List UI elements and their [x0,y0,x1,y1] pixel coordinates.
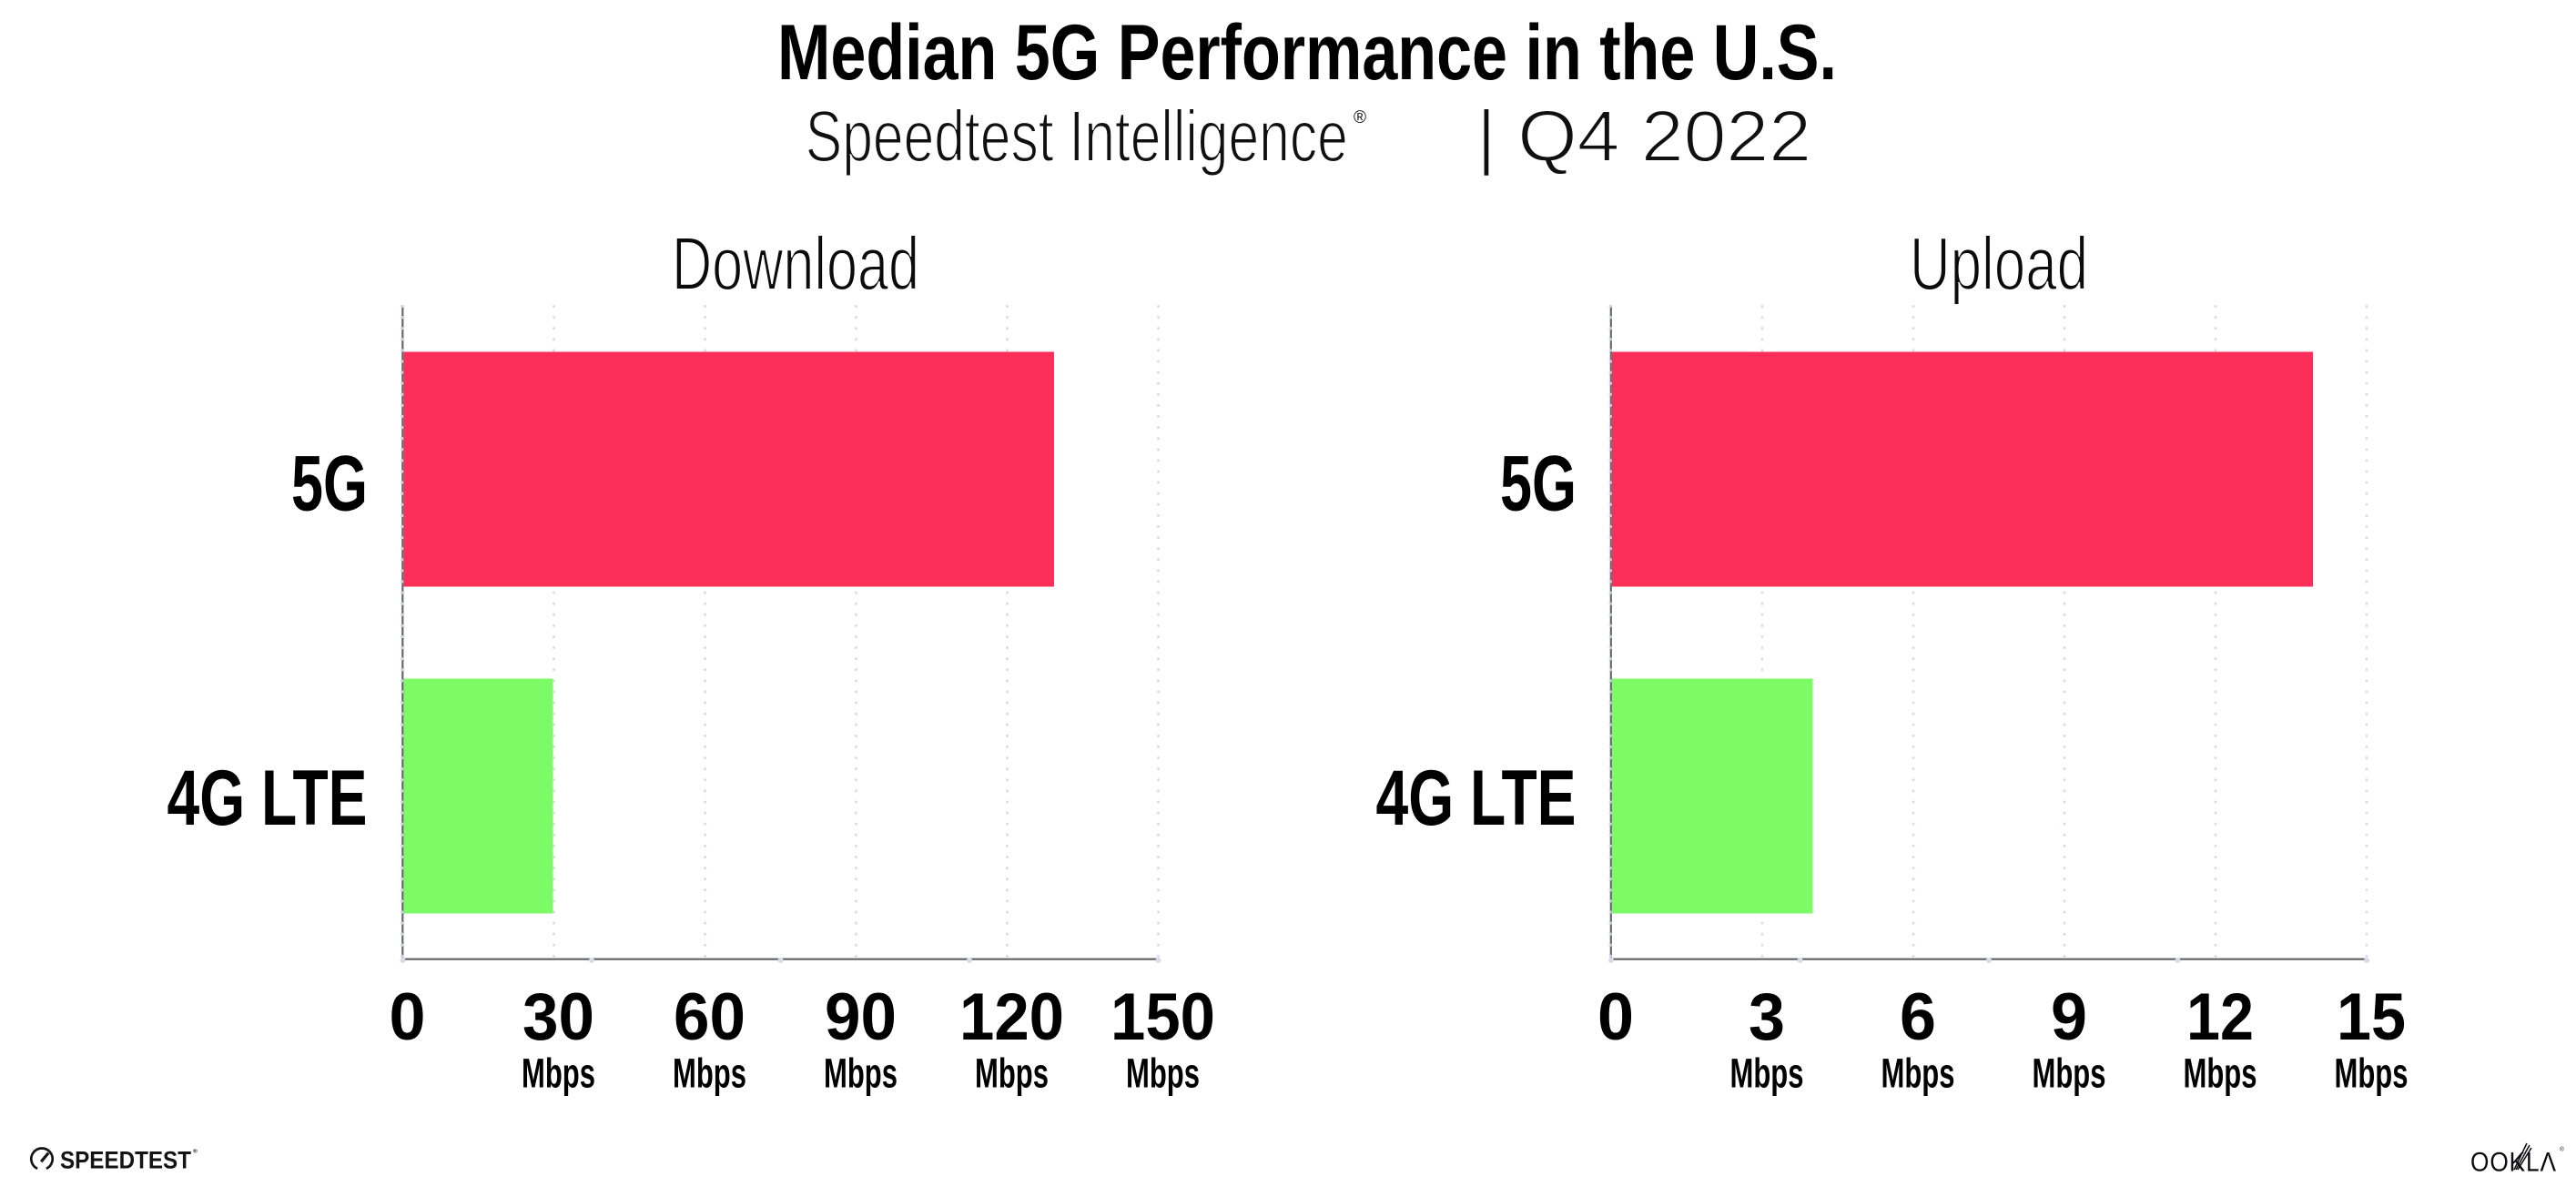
svg-text:9: 9 [2051,980,2087,1054]
svg-text:Upload: Upload [1910,221,2088,306]
svg-text:Mbps: Mbps [2335,1050,2409,1097]
svg-text:5G: 5G [1500,441,1577,528]
svg-text:0: 0 [1597,980,1634,1054]
svg-text:®: ® [1354,108,1366,127]
svg-text:60: 60 [674,980,745,1054]
svg-text:®: ® [193,1148,198,1155]
svg-text:4G LTE: 4G LTE [1376,755,1577,842]
svg-text:30: 30 [522,980,594,1054]
svg-text:Mbps: Mbps [522,1050,595,1097]
svg-text:120: 120 [959,980,1064,1054]
svg-text:Mbps: Mbps [2033,1050,2106,1097]
svg-text:®: ® [2560,1146,2564,1153]
svg-text:Mbps: Mbps [1881,1050,1955,1097]
svg-text:SPEEDTEST: SPEEDTEST [60,1147,191,1174]
svg-text:0: 0 [390,980,426,1054]
svg-text:Median 5G Performance in the U: Median 5G Performance in the U.S. [777,9,1837,96]
svg-text:4G LTE: 4G LTE [167,755,368,842]
svg-text:Speedtest Intelligence: Speedtest Intelligence [806,96,1348,177]
svg-text:5G: 5G [291,441,368,528]
svg-text:Download: Download [672,221,919,306]
svg-text:12: 12 [2186,980,2254,1054]
svg-text:Mbps: Mbps [975,1050,1049,1097]
svg-text:Mbps: Mbps [2184,1050,2257,1097]
svg-text:Mbps: Mbps [673,1050,746,1097]
svg-text:150: 150 [1111,980,1215,1054]
svg-text:Mbps: Mbps [824,1050,898,1097]
svg-text:Mbps: Mbps [1126,1050,1200,1097]
svg-text:Mbps: Mbps [1730,1050,1804,1097]
svg-text:3: 3 [1749,980,1785,1054]
svg-text:15: 15 [2337,980,2406,1054]
svg-text:| Q4 2022: | Q4 2022 [1476,96,1811,177]
svg-text:OOKLΛ: OOKLΛ [2470,1148,2557,1178]
svg-text:6: 6 [1900,980,1936,1054]
svg-text:90: 90 [825,980,897,1054]
